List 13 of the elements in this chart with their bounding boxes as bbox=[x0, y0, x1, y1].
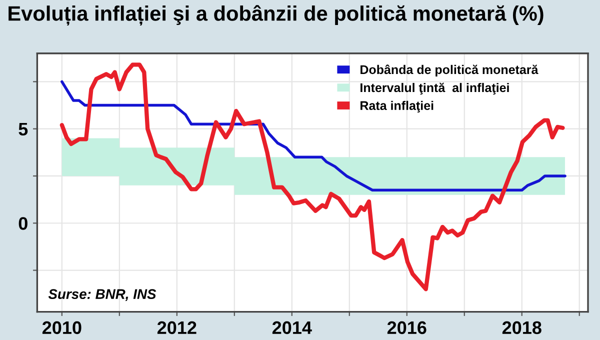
y-tick-label: 5 bbox=[18, 122, 28, 136]
x-tick-label: 2014 bbox=[272, 321, 312, 334]
x-tick-label: 2010 bbox=[42, 321, 82, 334]
x-tick-label: 2016 bbox=[387, 321, 426, 334]
x-tick-label: 2018 bbox=[502, 321, 542, 334]
annotation: Surse: BNR, INS bbox=[48, 289, 156, 302]
chart-title: Evoluția inflației şi a dobânzii de politică monetară (%) bbox=[8, 5, 544, 26]
legend-label: Rata inflaţiei bbox=[360, 100, 434, 112]
legend-label: Dobânda de politică monetară bbox=[360, 64, 538, 77]
legend-label: Intervalul ţintă al inflaţiei bbox=[360, 82, 509, 95]
line-series bbox=[60, 80, 566, 192]
y-tick-label: 0 bbox=[18, 217, 28, 230]
x-tick-label: 2012 bbox=[157, 321, 196, 334]
